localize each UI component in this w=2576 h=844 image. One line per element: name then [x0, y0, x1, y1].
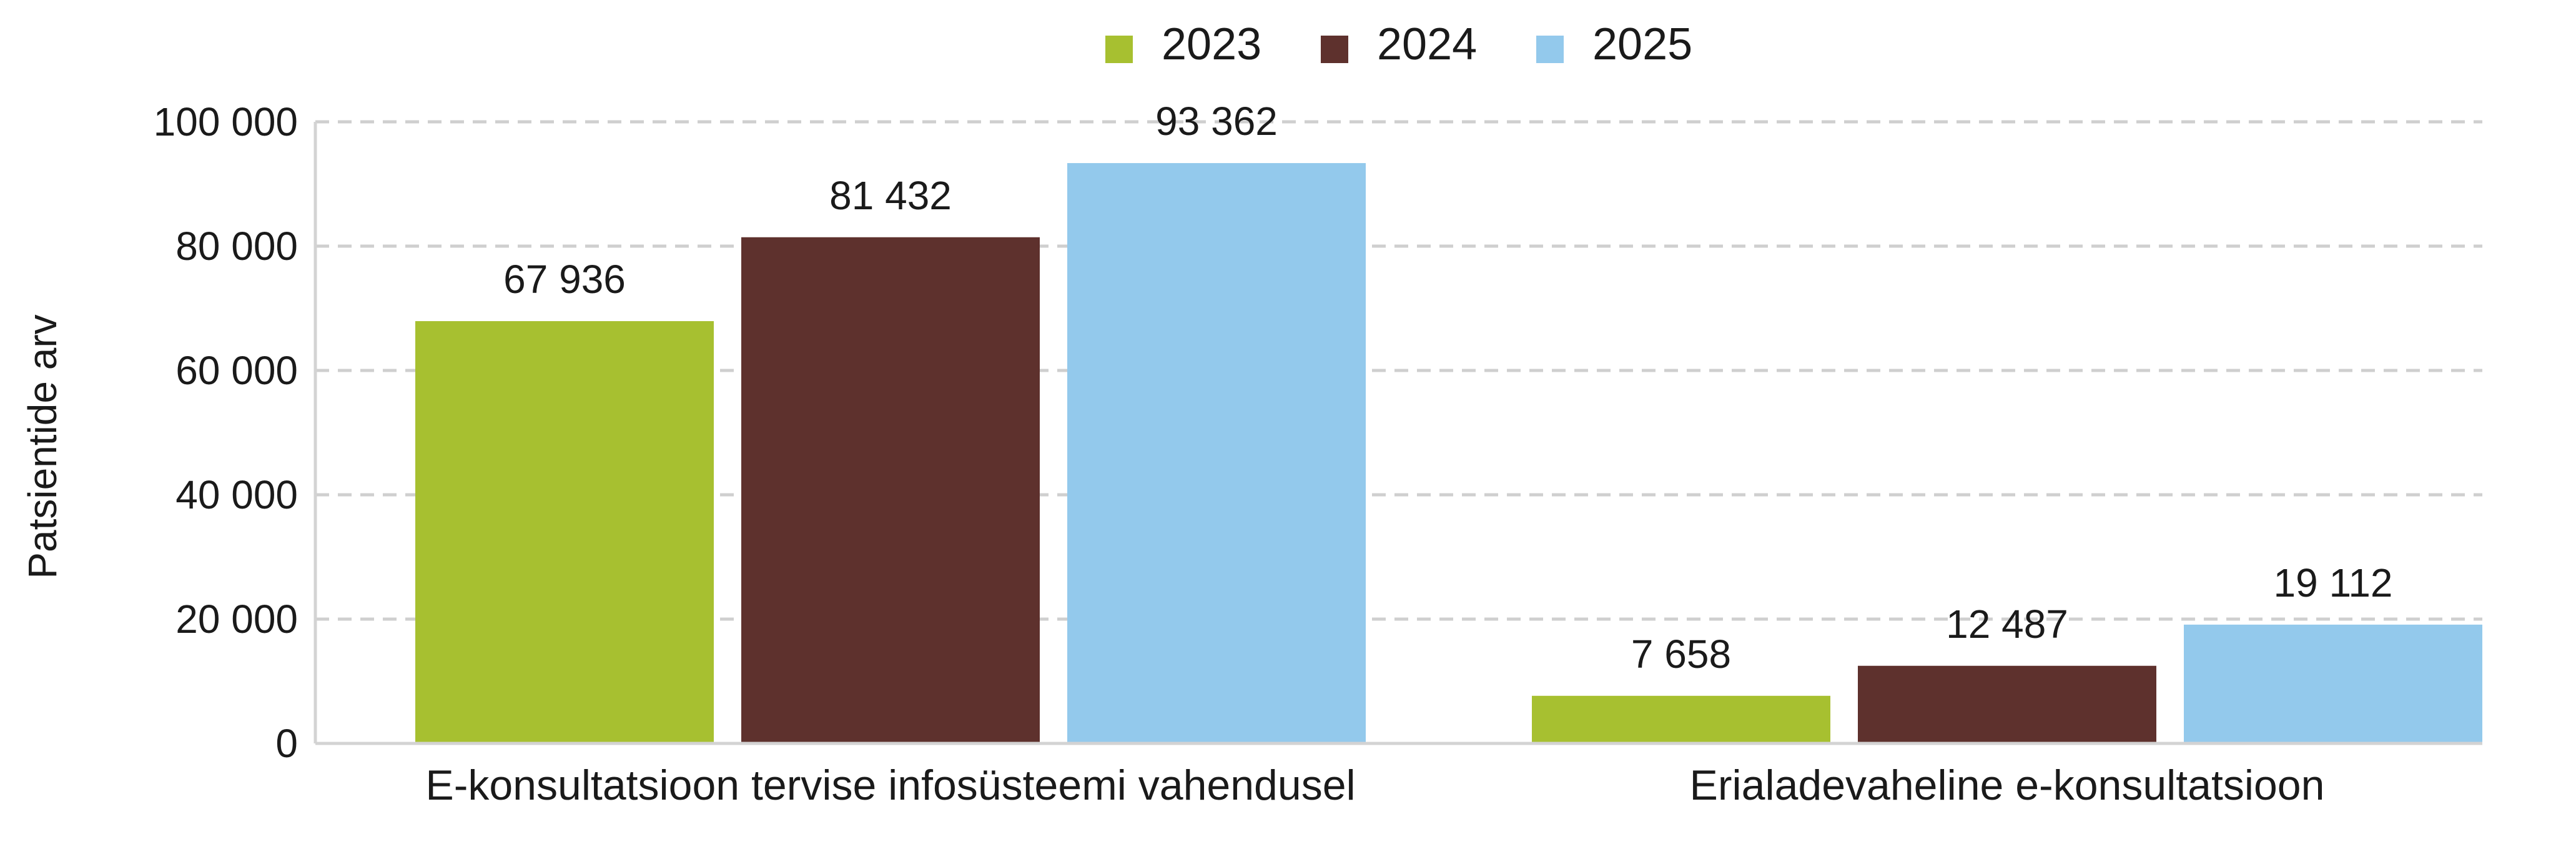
legend-swatch-2025	[1536, 36, 1564, 63]
bar-2023-1	[415, 321, 714, 743]
bar-2024-1	[741, 237, 1040, 743]
data-label: 93 362	[1155, 99, 1278, 144]
x-category-label: E-konsultatsioon tervise infosüsteemi va…	[425, 762, 1355, 809]
legend-label-2024: 2024	[1377, 19, 1477, 69]
y-axis-title: Patsientide arv	[20, 314, 65, 578]
bar-2025-1	[1067, 163, 1366, 743]
y-tick-label: 80 000	[175, 224, 298, 269]
legend: 2023 2024 2025	[1105, 19, 1692, 69]
data-label: 7 658	[1631, 632, 1731, 677]
bar-2024-2	[1858, 665, 2156, 743]
data-label: 67 936	[503, 257, 626, 302]
y-tick-label: 0	[275, 721, 298, 766]
y-tick-label: 20 000	[175, 597, 298, 642]
y-tick-label: 100 000	[154, 99, 298, 144]
legend-label-2023: 2023	[1162, 19, 1261, 69]
legend-swatch-2024	[1321, 36, 1348, 63]
x-category-label: Erialadevaheline e-konsultatsioon	[1690, 762, 2325, 809]
legend-swatch-2023	[1105, 36, 1133, 63]
y-tick-label: 40 000	[175, 472, 298, 517]
data-label: 19 112	[2274, 560, 2393, 605]
x-axis	[313, 122, 2482, 745]
bar-2025-2	[2184, 624, 2482, 743]
legend-label-2025: 2025	[1592, 19, 1692, 69]
data-labels: 67 936 81 432 93 362 7 658 12 487 19 112	[503, 99, 2392, 677]
data-label: 81 432	[829, 173, 952, 218]
bars	[415, 163, 2482, 743]
y-axis-ticks: 0 20 000 40 000 60 000 80 000 100 000	[154, 99, 298, 766]
category-labels: E-konsultatsioon tervise infosüsteemi va…	[425, 762, 2324, 809]
bar-2023-2	[1532, 695, 1830, 743]
data-label: 12 487	[1946, 602, 2068, 647]
y-tick-label: 60 000	[175, 348, 298, 393]
